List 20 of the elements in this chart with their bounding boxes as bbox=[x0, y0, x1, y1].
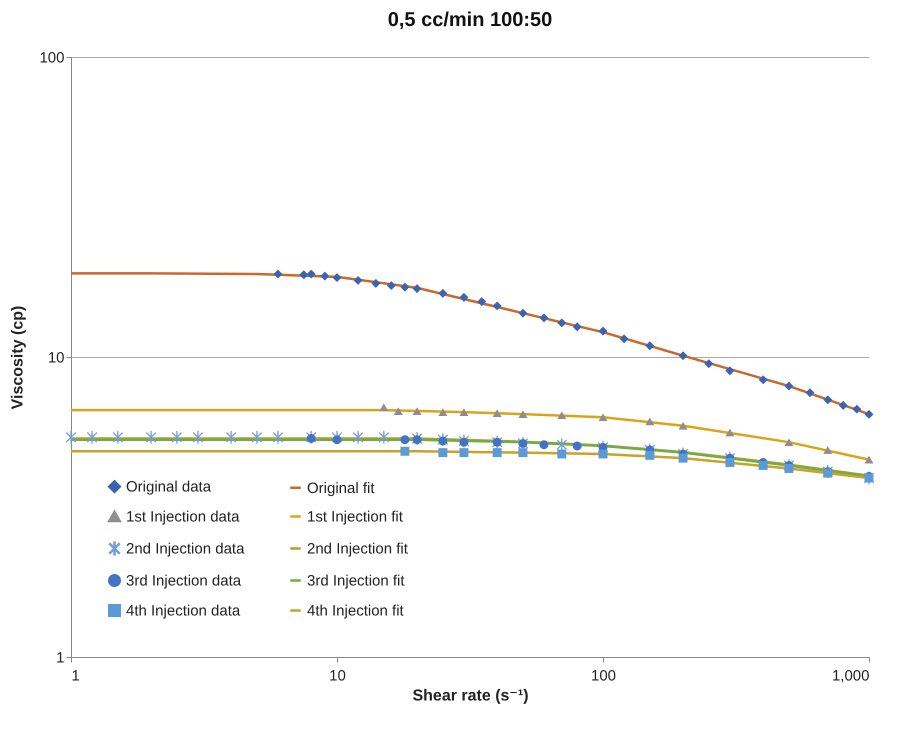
legend-label: 3rd Injection fit bbox=[307, 572, 406, 590]
y-axis-title: Viscosity (cp) bbox=[9, 306, 26, 410]
x-tick-label: 1,000 bbox=[832, 668, 870, 684]
legend-label: Original data bbox=[126, 478, 212, 496]
legend-label: 1st Injection fit bbox=[307, 508, 404, 526]
legend-label: 4th Injection data bbox=[126, 602, 241, 620]
y-tick-label: 1 bbox=[56, 650, 64, 666]
legend-label: 2nd Injection data bbox=[126, 540, 246, 558]
y-tick-label: 100 bbox=[39, 50, 64, 66]
x-tick-label: 1 bbox=[72, 668, 80, 684]
legend-label: 1st Injection data bbox=[126, 508, 240, 526]
x-tick-label: 100 bbox=[590, 668, 616, 684]
x-axis-title: Shear rate (s⁻¹) bbox=[412, 688, 529, 704]
y-tick-label: 10 bbox=[48, 350, 64, 366]
legend-label: 2nd Injection fit bbox=[307, 540, 409, 558]
legend-label: 3rd Injection data bbox=[126, 572, 242, 590]
chart-title: 0,5 cc/min 100:50 bbox=[388, 9, 552, 31]
legend-label: Original fit bbox=[307, 480, 376, 497]
legend-label: 4th Injection fit bbox=[307, 602, 405, 620]
x-tick-label: 10 bbox=[329, 668, 346, 684]
